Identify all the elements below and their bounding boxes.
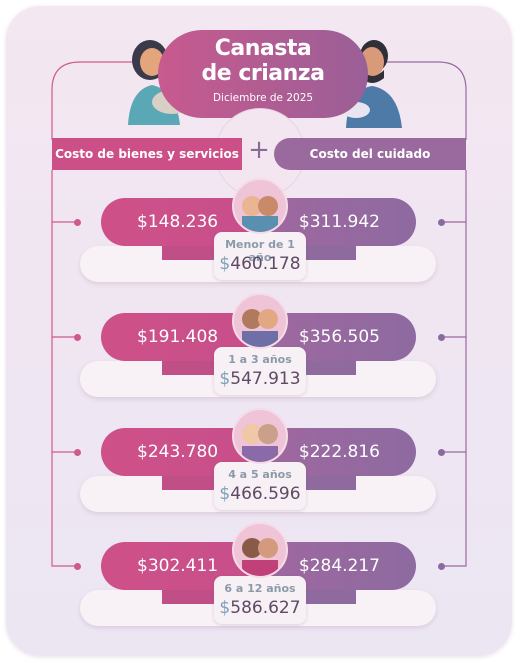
age-total-value: $547.913: [219, 369, 301, 389]
plus-icon: +: [248, 135, 270, 165]
row-dot-left: [74, 449, 81, 456]
age-total-box: [214, 462, 306, 510]
infant-avatar: [232, 178, 288, 234]
age-group-label: 4 a 5 años: [228, 468, 292, 481]
age-group-label: 6 a 12 años: [224, 582, 296, 595]
row-dot-right: [438, 563, 445, 570]
row-dot-left: [74, 219, 81, 226]
age-total-value: $586.627: [219, 598, 301, 618]
row-dot-right: [438, 449, 445, 456]
goods-services-header: Costo de bienes y servicios: [52, 138, 242, 170]
title-banner: [158, 30, 368, 118]
age-group-label: Menor de 1 año: [225, 238, 295, 264]
row-dot-right: [438, 334, 445, 341]
age-total-value: $460.178: [219, 254, 301, 274]
row-dot-right: [438, 219, 445, 226]
age-total-box: [214, 576, 306, 624]
age-group-label: 1 a 3 años: [228, 353, 292, 366]
subtitle-date: Diciembre de 2025: [212, 92, 314, 104]
preschooler-avatar: [232, 408, 288, 464]
row-dot-left: [74, 334, 81, 341]
toddler-avatar: [232, 293, 288, 349]
title-line-1: Canasta: [214, 36, 312, 61]
age-total-box: [214, 232, 306, 280]
schoolchild-avatar: [232, 522, 288, 578]
age-total-value: $466.596: [219, 484, 301, 504]
row-dot-left: [74, 563, 81, 570]
age-total-box: [214, 347, 306, 395]
care-cost-header: Costo del cuidado: [274, 138, 466, 170]
title-line-2: de crianza: [201, 61, 325, 86]
